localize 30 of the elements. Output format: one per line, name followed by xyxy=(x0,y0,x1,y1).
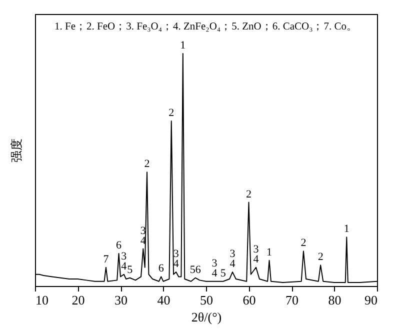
annotation: 2 xyxy=(318,251,324,264)
x-tick-label: 10 xyxy=(36,292,48,308)
x-tick-label: 30 xyxy=(114,292,128,308)
x-tick-label: 60 xyxy=(242,292,256,308)
annotation: 2 xyxy=(300,237,306,250)
annotation: 2 xyxy=(168,106,174,119)
chart-title: 1. Fe；2. FeO；3. Fe₃O₄；4. ZnFe₂O₄；5. ZnO；6. CaCO₃；7. Co。 xyxy=(54,22,358,32)
annotation: 5 xyxy=(220,267,226,280)
annotation: 1 xyxy=(180,40,186,52)
annotation: 3 4 xyxy=(230,248,236,270)
annotation: 3 4 xyxy=(212,257,218,280)
x-tick-label: 80 xyxy=(328,292,342,308)
annotation: 1 xyxy=(266,246,272,258)
annotation: 5 xyxy=(127,264,134,276)
y-axis-title: 强度 xyxy=(10,138,24,162)
x-tick-label: 40 xyxy=(157,292,170,308)
annotation: 6 xyxy=(116,239,122,252)
annotation: 3 4 xyxy=(253,243,260,266)
x-tick-label: 90 xyxy=(364,292,378,308)
annotation: 2 xyxy=(246,188,252,200)
annotation: 7 xyxy=(103,253,110,266)
x-tick-label: 50 xyxy=(200,292,213,308)
x-tick-label: 70 xyxy=(286,292,298,308)
annotation: 56 xyxy=(190,264,202,276)
annotation: 3 4 xyxy=(121,250,128,272)
annotation: 2 xyxy=(144,158,150,170)
x-axis-title: 2θ/(°) xyxy=(191,310,222,324)
annotation: 6 xyxy=(158,262,164,275)
annotation: 1 xyxy=(344,223,350,236)
x-tick-label: 20 xyxy=(72,292,85,308)
